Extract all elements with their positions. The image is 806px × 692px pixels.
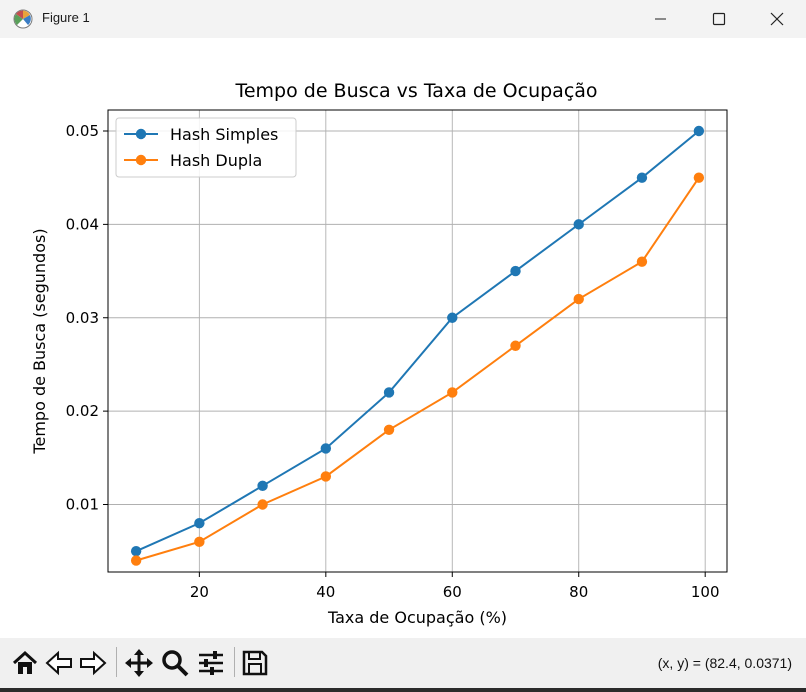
- y-tick-label: 0.03: [66, 309, 99, 327]
- data-point: [573, 219, 584, 230]
- legend-box: [115, 117, 297, 178]
- window-left-edge: [0, 38, 6, 634]
- legend-swatch-marker: [135, 154, 147, 166]
- plot-area: [108, 110, 727, 572]
- y-tick-label: 0.02: [66, 402, 99, 420]
- data-point: [320, 471, 332, 482]
- data-point: [130, 555, 142, 566]
- back-icon[interactable]: [44, 648, 74, 678]
- x-tick-label: 20: [190, 583, 209, 601]
- data-point: [573, 293, 584, 305]
- data-point: [194, 517, 205, 529]
- x-tick-label: 40: [316, 583, 335, 601]
- data-point: [510, 340, 521, 351]
- toolbar-separator: [234, 647, 235, 677]
- minimize-icon: [655, 18, 666, 20]
- home-icon[interactable]: [10, 648, 40, 678]
- x-tick-label: 100: [691, 583, 720, 601]
- minimize-button[interactable]: [632, 0, 690, 38]
- data-point: [257, 480, 268, 492]
- data-point: [257, 499, 268, 510]
- close-icon: [770, 12, 784, 26]
- y-axis-label: Tempo de Busca (segundos): [30, 228, 49, 454]
- x-tick-label: 80: [569, 583, 588, 601]
- y-tick-label: 0.01: [66, 495, 99, 513]
- data-point: [447, 387, 458, 398]
- toolbar-separator: [116, 647, 117, 677]
- pan-icon[interactable]: [124, 648, 154, 678]
- taskbar-strip: [0, 688, 806, 692]
- series-line-0: [135, 130, 700, 553]
- y-tick-label: 0.05: [66, 122, 99, 140]
- legend-swatch-marker: [135, 128, 147, 140]
- window-title: Figure 1: [42, 10, 90, 25]
- chart-title: Tempo de Busca vs Taxa de Ocupação: [235, 80, 598, 102]
- axes-frame: [107, 109, 728, 573]
- maximize-button[interactable]: [690, 0, 748, 38]
- close-button[interactable]: [748, 0, 806, 38]
- cursor-coordinates: (x, y) = (82.4, 0.0371): [657, 655, 792, 671]
- data-point: [383, 424, 395, 435]
- x-tick-label: 60: [443, 583, 462, 601]
- legend-label: Hash Simples: [170, 125, 278, 144]
- legend-label: Hash Dupla: [170, 151, 262, 170]
- data-point: [693, 125, 705, 137]
- maximize-icon: [712, 12, 726, 26]
- matplotlib-app-icon: [13, 9, 33, 29]
- forward-icon[interactable]: [78, 648, 108, 678]
- data-point: [194, 536, 205, 548]
- series-line-1: [135, 177, 700, 562]
- save-icon[interactable]: [240, 648, 270, 678]
- navigation-toolbar: (x, y) = (82.4, 0.0371): [0, 638, 806, 688]
- data-point: [320, 443, 332, 454]
- data-point: [636, 172, 648, 183]
- data-point: [130, 545, 142, 557]
- title-bar[interactable]: Figure 1: [0, 0, 806, 38]
- y-tick-label: 0.04: [66, 215, 99, 233]
- zoom-icon[interactable]: [160, 648, 190, 678]
- data-point: [510, 265, 521, 277]
- data-point: [636, 256, 648, 267]
- data-point: [447, 312, 458, 323]
- configure-subplots-icon[interactable]: [196, 648, 226, 678]
- x-axis-label: Taxa de Ocupação (%): [327, 608, 507, 627]
- data-point: [383, 387, 395, 398]
- data-point: [693, 172, 705, 183]
